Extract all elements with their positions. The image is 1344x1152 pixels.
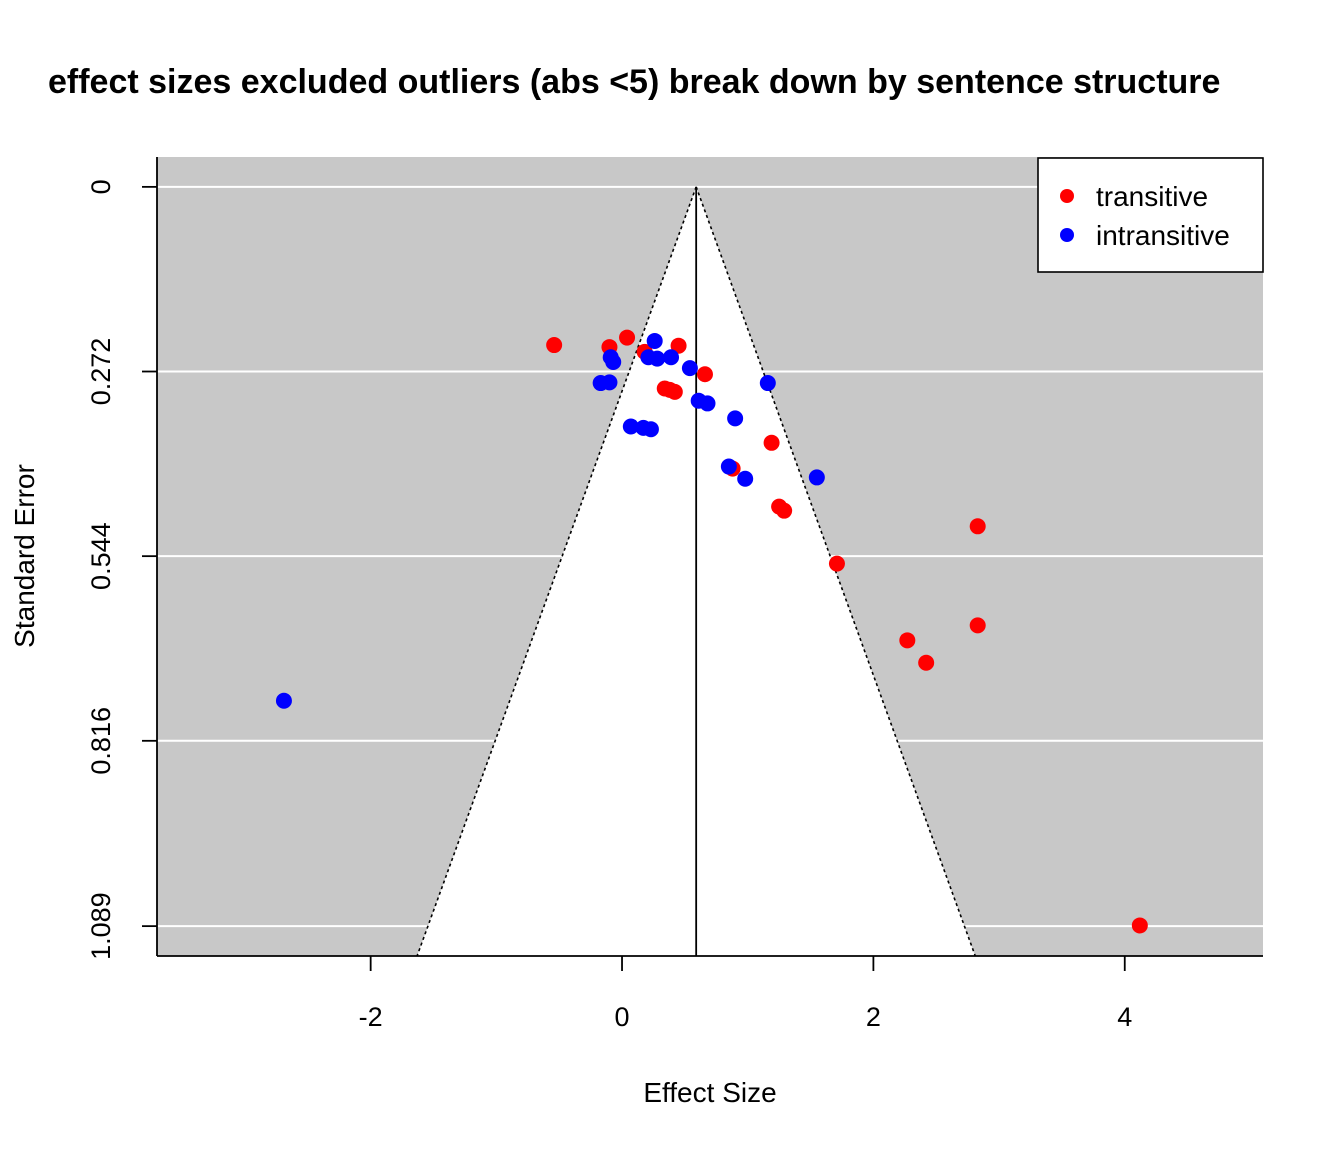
point-transitive-13: [828, 555, 845, 572]
y-tick-label: 0.544: [86, 522, 116, 590]
point-intransitive-15: [642, 421, 659, 438]
y-tick-label: 0.816: [86, 707, 116, 775]
point-transitive-8: [696, 366, 713, 383]
point-transitive-2: [619, 329, 636, 346]
funnel-left-boundary: [416, 186, 697, 956]
legend-marker-intransitive: [1060, 228, 1074, 242]
point-transitive-15: [969, 617, 986, 634]
legend-label-transitive: transitive: [1096, 181, 1208, 212]
point-transitive-18: [1131, 917, 1148, 934]
point-intransitive-11: [727, 410, 744, 427]
x-tick-label: -2: [359, 1002, 383, 1032]
x-axis-ticks: -2 0 2 4: [359, 956, 1132, 1032]
point-intransitive-4: [646, 332, 663, 349]
point-intransitive-10: [699, 395, 716, 412]
x-tick-label: 2: [866, 1002, 881, 1032]
data-points: [275, 329, 1148, 934]
point-intransitive-16: [720, 458, 737, 475]
legend-label-intransitive: intransitive: [1096, 220, 1230, 251]
point-transitive-14: [969, 518, 986, 535]
point-intransitive-1: [605, 354, 622, 371]
x-tick-label: 0: [615, 1002, 630, 1032]
point-transitive-16: [899, 632, 916, 649]
point-transitive-4: [670, 337, 687, 354]
point-intransitive-12: [759, 375, 776, 392]
y-axis-ticks: 0 0.272 0.544 0.816 1.089: [86, 179, 157, 960]
y-tick-label: 0: [86, 179, 116, 194]
point-transitive-0: [546, 337, 563, 354]
y-tick-label: 0.272: [86, 338, 116, 406]
legend-marker-transitive: [1060, 189, 1074, 203]
point-transitive-7: [666, 383, 683, 400]
point-intransitive-19: [275, 692, 292, 709]
point-transitive-17: [918, 654, 935, 671]
point-intransitive-6: [649, 350, 666, 367]
point-intransitive-3: [601, 374, 618, 391]
point-intransitive-8: [681, 360, 698, 377]
y-axis-label: Standard Error: [9, 464, 40, 648]
point-intransitive-18: [808, 469, 825, 486]
legend: transitive intransitive: [1037, 157, 1264, 273]
point-intransitive-13: [622, 418, 639, 435]
y-tick-label: 1.089: [86, 892, 116, 960]
point-intransitive-17: [737, 470, 754, 487]
point-intransitive-7: [663, 349, 680, 366]
x-tick-label: 4: [1117, 1002, 1132, 1032]
legend-box: [1037, 157, 1264, 273]
point-transitive-12: [776, 502, 793, 519]
chart-title: effect sizes excluded outliers (abs <5) …: [48, 63, 1220, 101]
point-transitive-9: [763, 434, 780, 451]
x-axis-label: Effect Size: [643, 1077, 776, 1108]
